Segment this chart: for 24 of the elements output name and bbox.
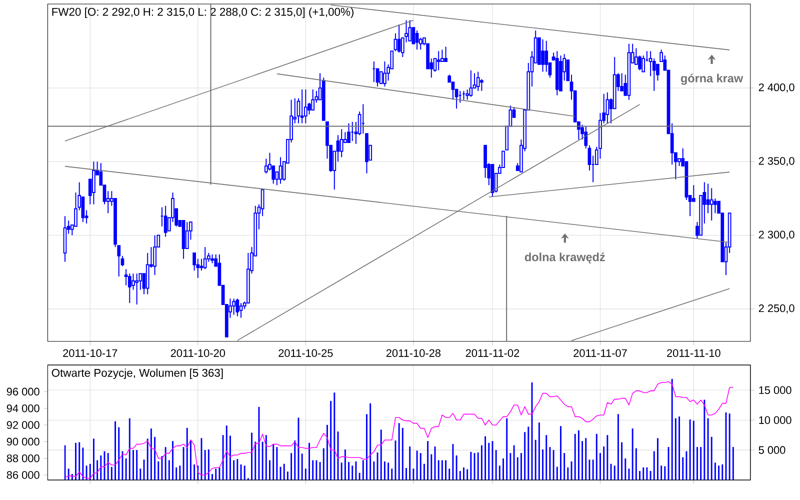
y-tick-label: 88 000 — [6, 454, 40, 462]
y2-tick-label: 5 000 — [758, 446, 786, 454]
y-tick-label: 2 400,0 — [758, 83, 794, 92]
y-tick-label: 2 350,0 — [758, 157, 794, 166]
y-tick-label: 90 000 — [6, 438, 40, 446]
chart-title: FW20 [O: 2 292,0 H: 2 315,0 L: 2 288,0 C: 2 315,0] (+1,00%) — [52, 8, 354, 18]
y-tick-label: 2 300,0 — [758, 230, 794, 240]
x-tick-label: 2011-10-25 — [278, 349, 333, 357]
y2-tick-label: 10 000 — [759, 416, 792, 424]
x-tick-label: 2011-10-28 — [386, 349, 441, 357]
x-tick-label: 2011-11-10 — [667, 349, 720, 357]
annotation: dolna krawędź — [524, 252, 605, 264]
y-tick-label: 92 000 — [6, 421, 40, 429]
x-tick-label: 2011-11-07 — [574, 349, 627, 357]
y-tick-label: 96 000 — [6, 388, 40, 396]
chart-title: Otwarte Pozycje, Wolumen [5 363] — [52, 368, 223, 380]
annotation: górna kraw — [680, 74, 744, 85]
y-tick-label: 94 000 — [6, 404, 40, 412]
y-tick-label: 2 250,0 — [758, 304, 794, 314]
x-tick-label: 2011-10-17 — [63, 349, 118, 357]
y2-tick-label: 15 000 — [759, 386, 792, 394]
x-tick-label: 2011-10-20 — [170, 349, 226, 357]
y-tick-label: 86 000 — [6, 471, 40, 479]
x-tick-label: 2011-11-02 — [466, 349, 520, 357]
